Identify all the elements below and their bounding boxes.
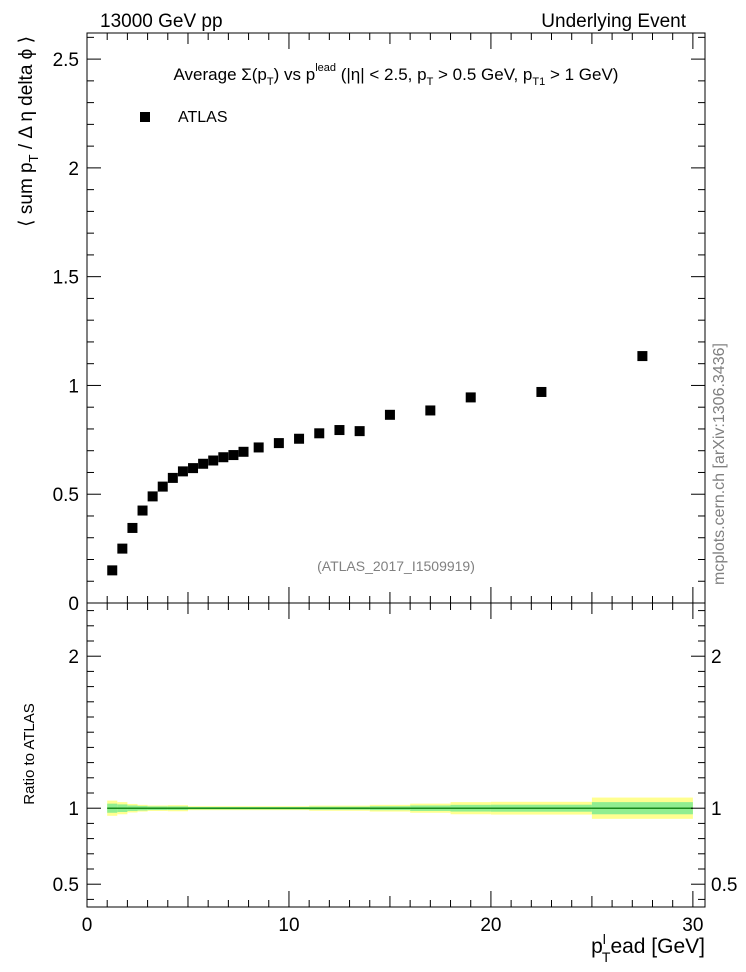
data-point [198,458,209,469]
main-y-label: ⟨ sum pT / Δ η delta ϕ ⟩ [16,36,41,227]
ratio-y-tick-label: 2 [711,647,722,668]
data-point [117,543,128,554]
ratio-y-tick-label: 0.5 [711,875,737,896]
data-point [334,425,345,436]
ratio-y-tick-label: 0.5 [53,875,79,896]
x-tick-label: 30 [682,915,703,936]
header-right: Underlying Event [541,11,686,32]
data-point [177,466,188,477]
data-point [253,442,264,453]
data-point [228,450,239,461]
ratio-y-label: Ratio to ATLAS [21,703,38,804]
x-tick-label: 20 [480,915,501,936]
data-point [208,455,219,466]
main-y-tick-label: 1 [68,376,79,397]
header-left: 13000 GeV pp [100,11,223,32]
main-y-tick-label: 0.5 [53,485,79,506]
main-y-tick-label: 1.5 [53,268,79,289]
ratio-y-axis: 0.5 0.5 1 1 2 2 [53,610,737,900]
data-point [127,522,138,533]
data-point [354,426,365,437]
data-points [107,351,648,576]
ratio-panel: 0.5 0.5 1 1 2 2 0 10 20 30 Ratio to ATLAS pl Tead… [21,602,737,965]
data-point [107,565,118,576]
data-point [218,452,229,463]
legend-marker [140,112,150,122]
data-point [536,386,547,397]
data-point [465,392,476,403]
data-point [157,481,168,492]
data-point [273,438,284,449]
data-point [238,446,249,457]
data-point [137,505,148,516]
analysis-annotation: (ATLAS_2017_I1509919) [317,558,475,574]
legend-label: ATLAS [178,109,228,126]
x-tick-label: 0 [82,915,93,936]
main-y-tick-label: 2 [68,159,79,180]
data-point [314,428,325,439]
data-point [294,433,305,444]
x-axis-label: pl Tead [GeV] [591,931,705,965]
ratio-x-axis: 0 10 20 30 [82,603,703,936]
data-point [384,409,395,420]
watermark: mcplots.cern.ch [arXiv:1306.3436] [711,343,728,585]
main-y-tick-label: 0 [68,594,79,615]
data-point [425,405,436,416]
data-point [147,491,158,502]
main-x-ticks [86,33,694,603]
ratio-plot-frame [86,602,706,908]
data-point [188,463,199,474]
data-point [637,351,648,362]
main-y-axis: 0 0.5 1 1.5 2 2.5 [53,36,705,615]
main-panel: 0 0.5 1 1.5 2 2.5 Average Σ(pT) vs plead (|η|… [16,32,706,615]
ratio-y-tick-label: 2 [68,647,79,668]
main-y-tick-label: 2.5 [53,50,79,71]
ratio-y-tick-label: 1 [711,799,722,820]
ratio-y-tick-label: 1 [68,799,79,820]
x-tick-label: 10 [278,915,299,936]
plot-title: Average Σ(pT) vs plead (|η| < 2.5, pT > … [174,62,619,88]
data-point [167,472,178,483]
